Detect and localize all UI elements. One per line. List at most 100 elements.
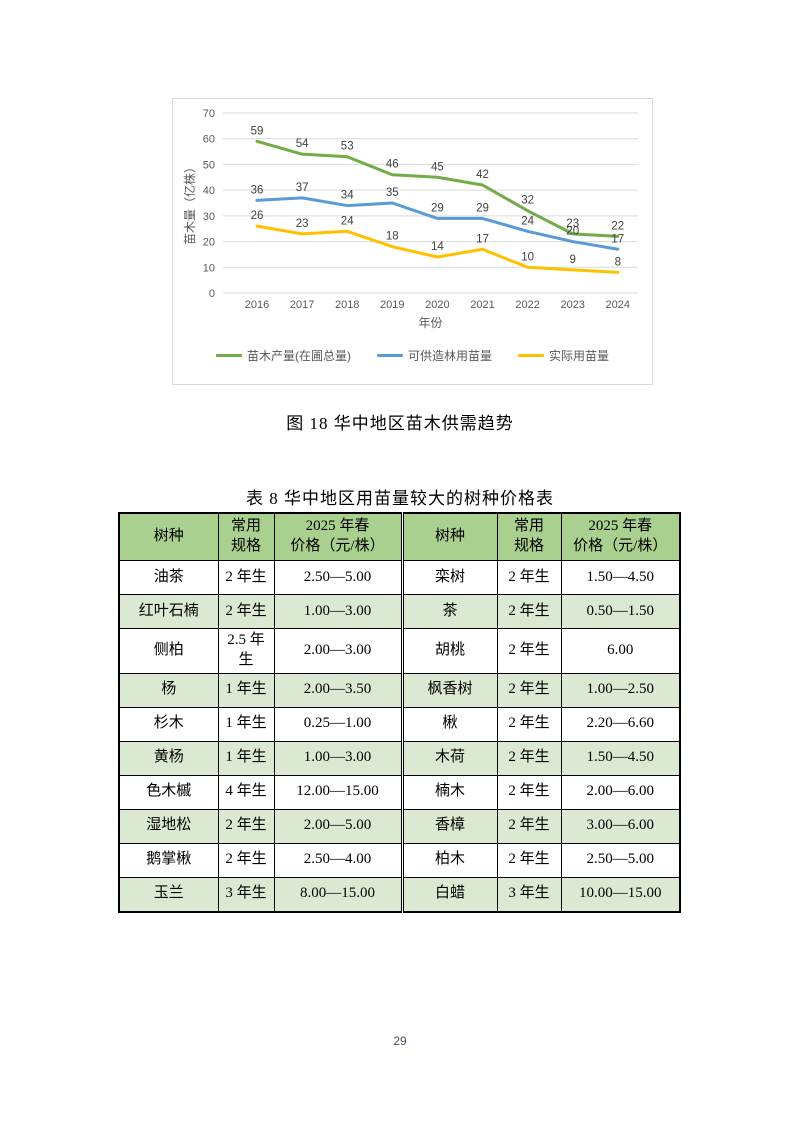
data-label: 17 — [611, 233, 624, 245]
data-label: 18 — [386, 231, 399, 243]
data-label: 42 — [476, 169, 489, 181]
data-label: 32 — [521, 195, 534, 207]
table-row: 油茶 2 年生 2.50—5.00 栾树 2 年生 1.50—4.50 — [118, 560, 681, 595]
table-cell: 1.00—3.00 — [273, 594, 403, 629]
x-tick-label: 2019 — [380, 299, 404, 311]
data-label: 14 — [431, 241, 444, 253]
table-cell: 1 年生 — [217, 706, 275, 742]
chart-legend: 苗木产量(在圃总量) 可供造林用苗量 实际用苗量 — [173, 347, 652, 364]
data-label: 26 — [251, 210, 264, 222]
y-tick-label: 30 — [203, 211, 215, 223]
table-row: 色木槭 4 年生 12.00—15.00 楠木 2 年生 2.00—6.00 — [118, 774, 681, 810]
table-cell: 色木槭 — [118, 774, 219, 810]
table-cell: 2 年生 — [217, 560, 275, 595]
x-tick-label: 2018 — [335, 299, 359, 311]
data-label: 17 — [476, 233, 489, 245]
table-cell: 1.50—4.50 — [560, 740, 681, 776]
data-label: 29 — [431, 202, 444, 214]
data-label: 20 — [566, 226, 579, 238]
table-cell: 2 年生 — [217, 842, 275, 878]
table-header-row: 树种 常用 规格 2025 年春 价格（元/株） 树种 常用 规格 2025 年春 价格（… — [118, 512, 681, 561]
table-cell: 2 年生 — [496, 774, 562, 810]
table-cell: 侧柏 — [118, 628, 219, 674]
table-header-cell: 常用 规格 — [496, 512, 562, 561]
table-cell: 12.00—15.00 — [273, 774, 403, 810]
data-label: 8 — [615, 256, 621, 268]
table-cell: 2 年生 — [496, 740, 562, 776]
table-cell: 红叶石楠 — [118, 594, 219, 629]
table-row: 侧柏 2.5 年生 2.00—3.00 胡桃 2 年生 6.00 — [118, 628, 681, 674]
table-cell: 1 年生 — [217, 740, 275, 776]
table-cell: 2.00—5.00 — [273, 808, 403, 844]
data-label: 46 — [386, 159, 399, 171]
table-caption: 表 8 华中地区用苗量较大的树种价格表 — [246, 489, 554, 508]
table-cell: 2.20—6.60 — [560, 706, 681, 742]
table-cell: 0.50—1.50 — [560, 594, 681, 629]
y-axis-title: 苗木量（亿株） — [182, 161, 197, 245]
data-label: 34 — [341, 190, 354, 202]
table-cell: 1.00—2.50 — [560, 672, 681, 708]
table-cell: 2 年生 — [496, 628, 562, 674]
table-cell: 2 年生 — [496, 560, 562, 595]
table-cell: 2.00—3.50 — [273, 672, 403, 708]
table-row: 黄杨 1 年生 1.00—3.00 木荷 2 年生 1.50—4.50 — [118, 740, 681, 776]
table-cell: 玉兰 — [118, 876, 219, 913]
figure-caption: 图 18 华中地区苗木供需趋势 — [286, 414, 514, 433]
table-cell: 2 年生 — [496, 842, 562, 878]
table-cell: 4 年生 — [217, 774, 275, 810]
table-cell: 2.00—6.00 — [560, 774, 681, 810]
table-cell: 2 年生 — [217, 808, 275, 844]
table-cell: 湿地松 — [118, 808, 219, 844]
table-cell: 3 年生 — [496, 876, 562, 913]
series-line — [255, 196, 620, 251]
table-cell: 6.00 — [560, 628, 681, 674]
x-tick-label: 2022 — [515, 299, 539, 311]
y-tick-label: 40 — [203, 185, 215, 197]
table-cell: 楸 — [400, 706, 498, 742]
data-label: 24 — [521, 215, 534, 227]
x-tick-label: 2016 — [245, 299, 269, 311]
table-header-cell: 2025 年春 价格（元/株） — [560, 512, 681, 561]
table-cell: 2 年生 — [496, 672, 562, 708]
table-cell: 2.50—4.00 — [273, 842, 403, 878]
x-tick-label: 2017 — [290, 299, 314, 311]
data-label: 45 — [431, 161, 444, 173]
table-row: 湿地松 2 年生 2.00—5.00 香樟 2 年生 3.00—6.00 — [118, 808, 681, 844]
table-cell: 10.00—15.00 — [560, 876, 681, 913]
y-tick-label: 70 — [203, 108, 215, 120]
data-label: 22 — [611, 220, 624, 232]
data-label: 24 — [341, 215, 354, 227]
table-cell: 2 年生 — [496, 594, 562, 629]
data-label: 59 — [251, 125, 264, 137]
table-cell: 2 年生 — [496, 706, 562, 742]
seedling-supply-demand-chart: 0 10 20 30 40 50 60 70 2016 2017 2018 2019 2020 2021 2… — [172, 98, 653, 385]
data-label: 35 — [386, 187, 399, 199]
x-tick-label: 2020 — [425, 299, 449, 311]
table-cell: 2.50—5.00 — [273, 560, 403, 595]
legend-swatch-icon — [518, 354, 544, 357]
legend-label: 实际用苗量 — [549, 349, 610, 363]
table-cell: 2.50—5.00 — [560, 842, 681, 878]
y-tick-label: 0 — [209, 288, 215, 300]
legend-item: 实际用苗量 — [518, 347, 609, 364]
table-row: 杉木 1 年生 0.25—1.00 楸 2 年生 2.20—6.60 — [118, 706, 681, 742]
table-cell: 香樟 — [400, 808, 498, 844]
x-axis-title: 年份 — [418, 316, 442, 330]
page-number: 29 — [393, 1034, 407, 1048]
table-row: 鹅掌楸 2 年生 2.50—4.00 柏木 2 年生 2.50—5.00 — [118, 842, 681, 878]
table-cell: 杨 — [118, 672, 219, 708]
table-cell: 1.00—3.00 — [273, 740, 403, 776]
y-tick-label: 50 — [203, 159, 215, 171]
table-cell: 3 年生 — [217, 876, 275, 913]
price-table-wrapper: 树种 常用 规格 2025 年春 价格（元/株） 树种 常用 规格 2025 年春 价格（… — [118, 512, 681, 913]
table-row: 红叶石楠 2 年生 1.00—3.00 茶 2 年生 0.50—1.50 — [118, 594, 681, 629]
table-header-cell: 2025 年春 价格（元/株） — [273, 512, 403, 561]
table-header-cell: 树种 — [400, 512, 498, 561]
table-cell: 2.5 年生 — [217, 628, 275, 674]
table-cell: 杉木 — [118, 706, 219, 742]
table-cell: 8.00—15.00 — [273, 876, 403, 913]
table-cell: 栾树 — [400, 560, 498, 595]
table-cell: 白蜡 — [400, 876, 498, 913]
